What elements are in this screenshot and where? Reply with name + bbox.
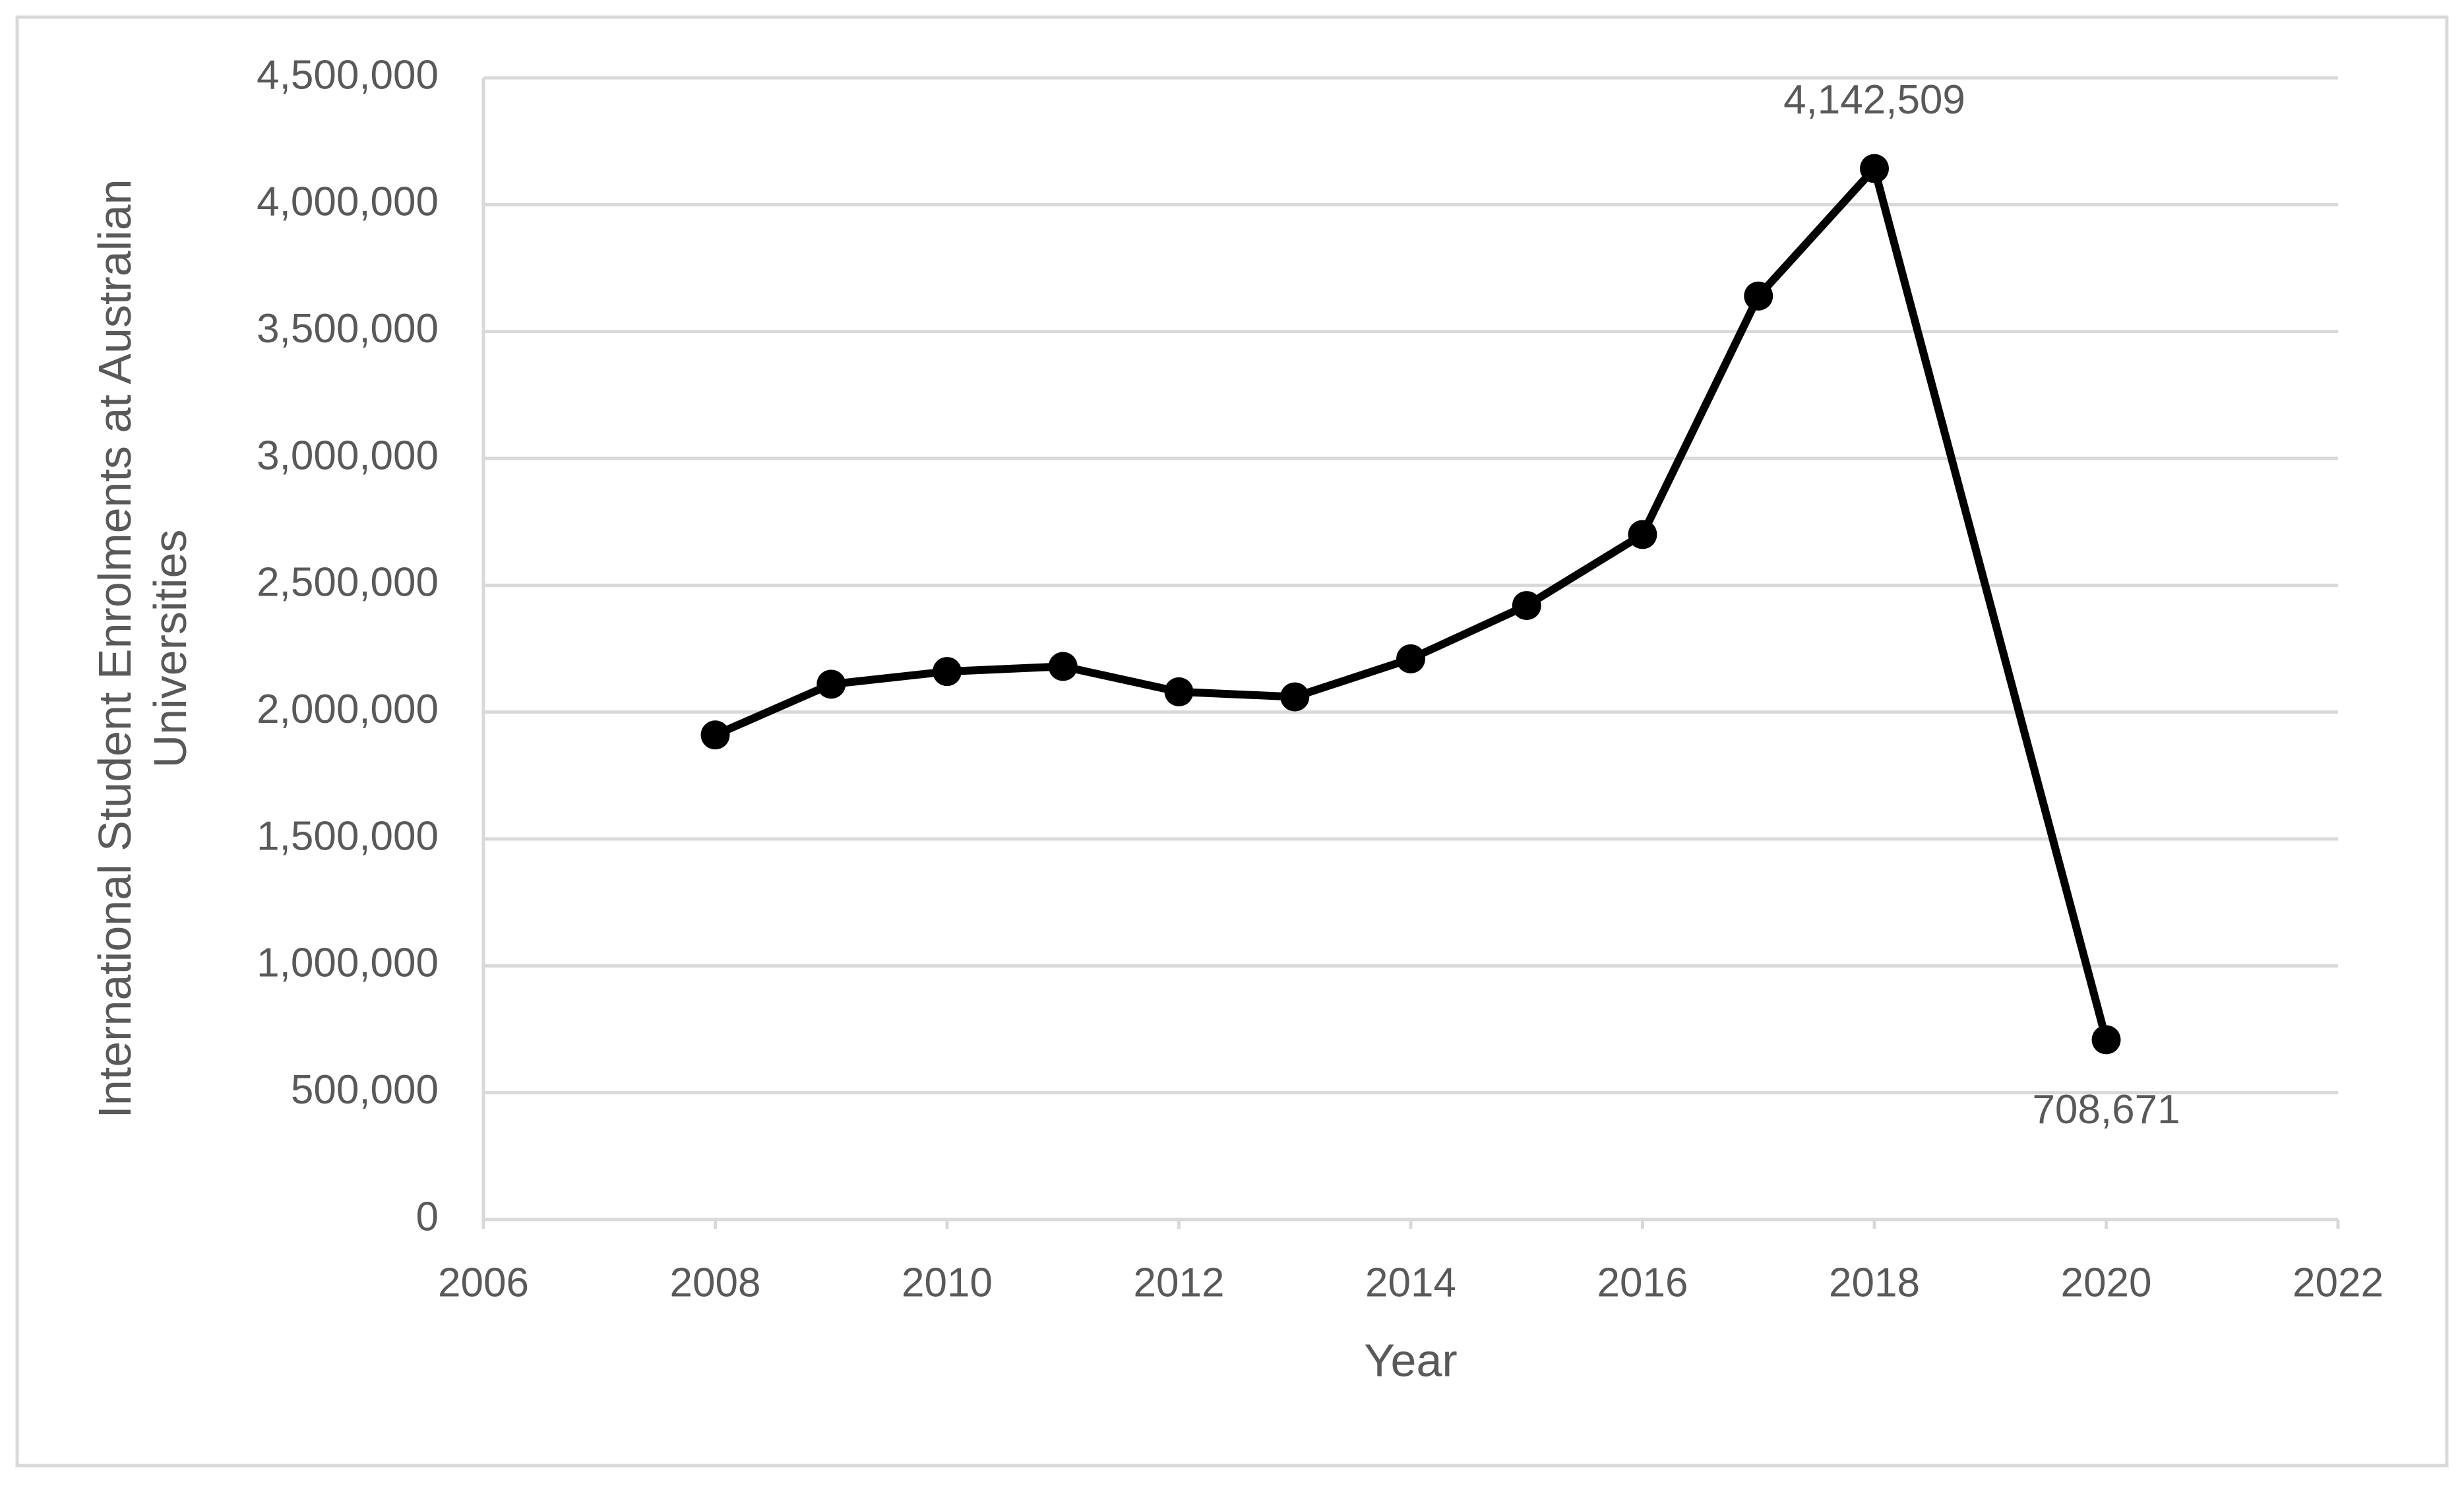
x-axis-tick-labels: 2006 2008 2010 2012 2014 2016 2018 2020 2022 xyxy=(438,1260,2384,1305)
data-point xyxy=(1280,682,1310,712)
data-point xyxy=(1744,281,1773,311)
x-tick-label: 2018 xyxy=(1829,1260,1920,1305)
data-point xyxy=(1396,644,1425,673)
x-tick-label: 2006 xyxy=(438,1260,529,1305)
data-labels: 4,142,509 708,671 xyxy=(1783,77,2180,1132)
y-tick-label: 3,500,000 xyxy=(257,306,439,352)
x-axis-title: Year xyxy=(1364,1334,1457,1386)
series xyxy=(700,154,2121,1055)
x-tick-label: 2014 xyxy=(1365,1260,1456,1305)
data-label: 4,142,509 xyxy=(1783,77,1965,123)
gridlines xyxy=(483,76,2338,1095)
series-line xyxy=(711,164,2110,1044)
x-tick-label: 2016 xyxy=(1597,1260,1688,1305)
data-point xyxy=(816,669,846,699)
y-tick-label: 1,500,000 xyxy=(257,813,439,859)
x-tick-label: 2012 xyxy=(1134,1260,1225,1305)
data-point xyxy=(933,657,962,687)
data-point xyxy=(1860,154,1889,183)
y-tick-label: 3,000,000 xyxy=(257,433,439,478)
y-tick-label: 1,000,000 xyxy=(257,941,439,986)
chart-border xyxy=(15,15,2449,1468)
data-point xyxy=(1048,652,1078,681)
data-point xyxy=(1628,520,1657,549)
x-tick-label: 2020 xyxy=(2061,1260,2152,1305)
y-tick-label: 2,000,000 xyxy=(257,687,439,732)
data-point xyxy=(1164,677,1194,706)
data-point xyxy=(2091,1025,2121,1055)
x-tick-label: 2010 xyxy=(902,1260,993,1305)
y-tick-label: 4,500,000 xyxy=(257,52,439,98)
x-tick-label: 2022 xyxy=(2293,1260,2384,1305)
data-point xyxy=(700,720,730,750)
y-axis-title: International Student Enrolments at Aust… xyxy=(89,179,196,1118)
y-tick-label: 4,000,000 xyxy=(257,179,439,225)
x-tick-label: 2008 xyxy=(670,1260,761,1305)
y-tick-label: 500,000 xyxy=(291,1067,439,1113)
y-tick-label: 0 xyxy=(416,1194,439,1239)
data-label: 708,671 xyxy=(2032,1087,2180,1132)
y-axis-tick-labels: 0 500,000 1,000,000 1,500,000 2,000,000 2,500… xyxy=(257,52,439,1239)
y-tick-label: 2,500,000 xyxy=(257,560,439,605)
axes xyxy=(481,78,2340,1229)
data-point xyxy=(1512,591,1541,621)
